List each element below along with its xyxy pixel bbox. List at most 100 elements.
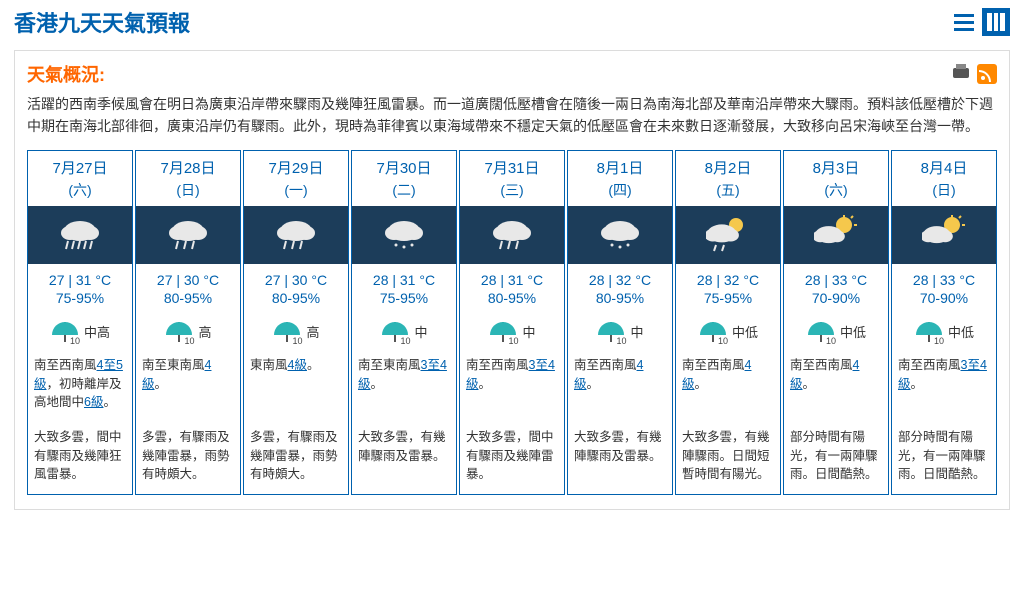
day-weekday: (六) bbox=[28, 180, 132, 206]
umbrella-icon: 10 bbox=[50, 318, 80, 346]
day-description: 大致多雲，有幾陣驟雨及雷暴。 bbox=[352, 428, 456, 476]
weather-icon bbox=[490, 215, 534, 255]
day-psr: 10中高 bbox=[28, 314, 132, 356]
wind-suffix: 。 bbox=[103, 395, 116, 409]
day-psr: 10中 bbox=[568, 314, 672, 356]
weather-icon-band bbox=[136, 206, 240, 264]
weather-icon bbox=[166, 215, 210, 255]
day-weekday: (五) bbox=[676, 180, 780, 206]
psr-level: 中 bbox=[414, 322, 427, 341]
day-description: 部分時間有陽光，有一兩陣驟雨。日間酷熱。 bbox=[892, 428, 996, 494]
day-description: 多雲，有驟雨及幾陣雷暴，雨勢有時頗大。 bbox=[244, 428, 348, 494]
day-date: 8月1日 bbox=[568, 151, 672, 180]
day-wind: 南至西南風4級。 bbox=[568, 356, 672, 428]
wind-force-link[interactable]: 6級 bbox=[84, 395, 103, 409]
day-description: 大致多雲，有幾陣驟雨及雷暴。 bbox=[568, 428, 672, 476]
grid-view-icon[interactable] bbox=[982, 8, 1010, 36]
psr-level: 中 bbox=[630, 322, 643, 341]
print-icon[interactable] bbox=[951, 64, 971, 84]
wind-prefix: 南至西南風 bbox=[574, 358, 637, 372]
wind-prefix: 南至西南風 bbox=[34, 358, 97, 372]
wind-prefix: 南至東南風 bbox=[142, 358, 205, 372]
day-wind: 南至東南風3至4級。 bbox=[352, 356, 456, 428]
wind-force-link[interactable]: 4級 bbox=[288, 358, 307, 372]
wind-suffix: 。 bbox=[911, 377, 924, 391]
day-date: 8月3日 bbox=[784, 151, 888, 180]
day-date: 7月31日 bbox=[460, 151, 564, 180]
weather-icon-band bbox=[28, 206, 132, 264]
day-date: 7月28日 bbox=[136, 151, 240, 180]
day-card: 8月2日(五)28 | 32 °C75-95%10中低南至西南風4級。大致多雲，… bbox=[675, 150, 781, 495]
weather-icon bbox=[814, 215, 858, 255]
day-humidity: 80-95% bbox=[136, 290, 240, 314]
wind-suffix: 。 bbox=[695, 377, 708, 391]
day-psr: 10中低 bbox=[784, 314, 888, 356]
weather-icon-band bbox=[892, 206, 996, 264]
wind-prefix: 南至西南風 bbox=[790, 358, 853, 372]
day-humidity: 70-90% bbox=[784, 290, 888, 314]
day-date: 7月29日 bbox=[244, 151, 348, 180]
day-weekday: (日) bbox=[892, 180, 996, 206]
day-description: 大致多雲，間中有驟雨及幾陣狂風雷暴。 bbox=[28, 428, 132, 494]
day-card: 7月27日(六)27 | 31 °C75-95%10中高南至西南風4至5級，初時… bbox=[27, 150, 133, 495]
day-weekday: (日) bbox=[136, 180, 240, 206]
psr-level: 中高 bbox=[84, 322, 110, 341]
day-wind: 南至西南風4級。 bbox=[784, 356, 888, 428]
day-card: 7月28日(日)27 | 30 °C80-95%10高南至東南風4級。多雲，有驟… bbox=[135, 150, 241, 495]
day-psr: 10中低 bbox=[676, 314, 780, 356]
day-card: 7月30日(二)28 | 31 °C75-95%10中南至東南風3至4級。大致多… bbox=[351, 150, 457, 495]
day-description: 大致多雲，有幾陣驟雨。日間短暫時間有陽光。 bbox=[676, 428, 780, 494]
day-psr: 10中低 bbox=[892, 314, 996, 356]
overview-icons bbox=[951, 64, 997, 84]
day-humidity: 75-95% bbox=[28, 290, 132, 314]
weather-icon-band bbox=[676, 206, 780, 264]
day-wind: 南至西南風3至4級。 bbox=[460, 356, 564, 428]
wind-prefix: 南至西南風 bbox=[466, 358, 529, 372]
umbrella-icon: 10 bbox=[380, 318, 410, 346]
overview-title: 天氣概況: bbox=[27, 61, 105, 87]
day-humidity: 80-95% bbox=[460, 290, 564, 314]
day-description: 部分時間有陽光，有一兩陣驟雨。日間酷熱。 bbox=[784, 428, 888, 494]
wind-suffix: 。 bbox=[803, 377, 816, 391]
weather-icon bbox=[58, 215, 102, 255]
umbrella-icon: 10 bbox=[164, 318, 194, 346]
page-title: 香港九天天氣預報 bbox=[14, 6, 190, 38]
day-date: 7月27日 bbox=[28, 151, 132, 180]
wind-suffix: 。 bbox=[479, 377, 492, 391]
umbrella-icon: 10 bbox=[272, 318, 302, 346]
day-description: 多雲，有驟雨及幾陣雷暴，雨勢有時頗大。 bbox=[136, 428, 240, 494]
psr-level: 中 bbox=[522, 322, 535, 341]
day-card: 8月3日(六)28 | 33 °C70-90%10中低南至西南風4級。部分時間有… bbox=[783, 150, 889, 495]
day-humidity: 75-95% bbox=[676, 290, 780, 314]
day-wind: 南至西南風4級。 bbox=[676, 356, 780, 428]
day-card: 8月1日(四)28 | 32 °C80-95%10中南至西南風4級。大致多雲，有… bbox=[567, 150, 673, 495]
wind-prefix: 南至西南風 bbox=[682, 358, 745, 372]
day-weekday: (一) bbox=[244, 180, 348, 206]
umbrella-icon: 10 bbox=[596, 318, 626, 346]
day-humidity: 80-95% bbox=[244, 290, 348, 314]
rss-icon[interactable] bbox=[977, 64, 997, 84]
day-weekday: (六) bbox=[784, 180, 888, 206]
psr-level: 中低 bbox=[732, 322, 758, 341]
wind-prefix: 南至西南風 bbox=[898, 358, 961, 372]
content-panel: 天氣概況: 活躍的西南季候風會在明日為廣東沿岸帶來驟雨及幾陣狂風雷暴。而一道廣闊… bbox=[14, 50, 1010, 510]
wind-suffix: 。 bbox=[587, 377, 600, 391]
weather-icon-band bbox=[568, 206, 672, 264]
day-date: 7月30日 bbox=[352, 151, 456, 180]
page-header: 香港九天天氣預報 bbox=[0, 0, 1024, 44]
wind-suffix: 。 bbox=[155, 377, 168, 391]
day-temp: 28 | 32 °C bbox=[568, 264, 672, 290]
day-wind: 南至東南風4級。 bbox=[136, 356, 240, 428]
psr-level: 高 bbox=[198, 322, 211, 341]
menu-icon[interactable] bbox=[950, 8, 978, 36]
day-weekday: (三) bbox=[460, 180, 564, 206]
day-temp: 27 | 30 °C bbox=[136, 264, 240, 290]
weather-icon bbox=[598, 215, 642, 255]
day-temp: 28 | 31 °C bbox=[352, 264, 456, 290]
wind-prefix: 南至東南風 bbox=[358, 358, 421, 372]
day-psr: 10中 bbox=[460, 314, 564, 356]
day-temp: 27 | 30 °C bbox=[244, 264, 348, 290]
day-card: 7月31日(三)28 | 31 °C80-95%10中南至西南風3至4級。大致多… bbox=[459, 150, 565, 495]
day-psr: 10高 bbox=[136, 314, 240, 356]
header-icons bbox=[950, 8, 1010, 36]
